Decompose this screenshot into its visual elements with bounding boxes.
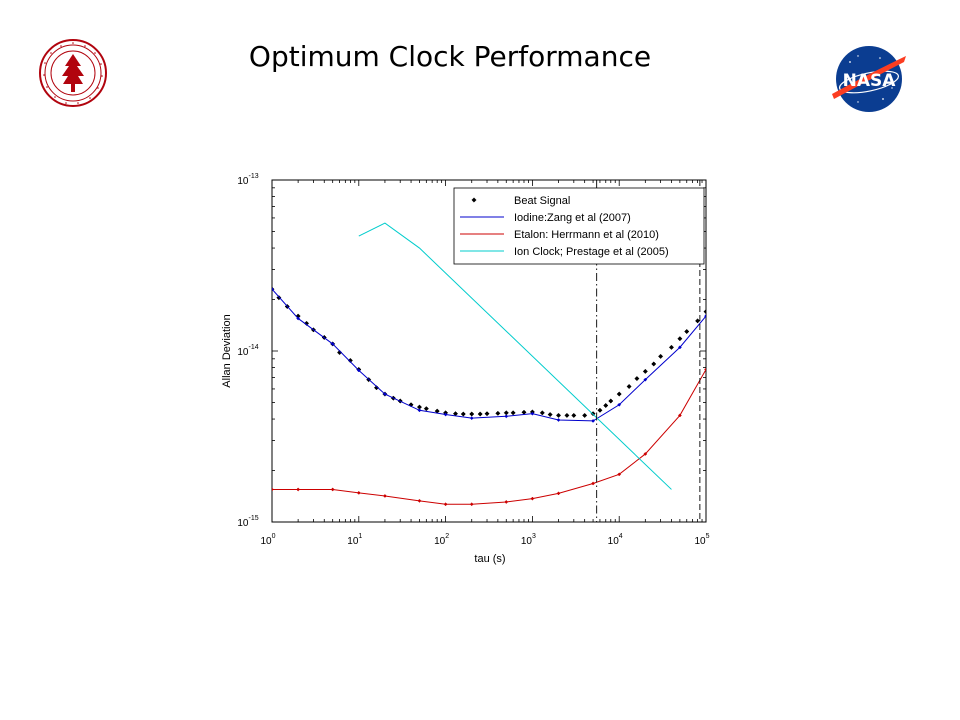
svg-text:NASA: NASA bbox=[843, 71, 897, 91]
data-point bbox=[608, 398, 614, 404]
data-point bbox=[382, 392, 387, 397]
data-point bbox=[555, 412, 562, 418]
data-point bbox=[356, 490, 361, 495]
data-point bbox=[582, 412, 588, 418]
x-tick-label: 105 bbox=[694, 533, 709, 547]
data-point bbox=[504, 414, 509, 419]
y-tick-label: 10-14 bbox=[237, 344, 258, 358]
data-point bbox=[296, 487, 301, 492]
data-point bbox=[617, 402, 622, 407]
series-layer bbox=[272, 222, 706, 507]
data-point bbox=[677, 336, 683, 342]
data-point bbox=[330, 341, 335, 346]
x-tick-label: 103 bbox=[521, 533, 536, 547]
series-0 bbox=[272, 286, 706, 418]
legend-label: Beat Signal bbox=[514, 195, 570, 207]
data-point bbox=[556, 418, 561, 422]
series-1 bbox=[272, 287, 706, 423]
data-point bbox=[677, 413, 682, 418]
data-point bbox=[643, 451, 648, 456]
data-point bbox=[695, 318, 701, 324]
data-point bbox=[417, 498, 422, 503]
data-point bbox=[677, 345, 682, 350]
data-point bbox=[443, 502, 448, 507]
data-point bbox=[571, 412, 577, 418]
data-point bbox=[330, 487, 335, 492]
data-point bbox=[477, 411, 483, 417]
data-point bbox=[495, 410, 501, 416]
data-point bbox=[510, 410, 516, 416]
x-tick-label: 100 bbox=[260, 533, 275, 547]
y-tick-label: 10-13 bbox=[237, 173, 258, 187]
stanford-seal-icon bbox=[39, 39, 107, 107]
data-point bbox=[539, 410, 545, 416]
data-point bbox=[616, 391, 622, 397]
data-point bbox=[423, 406, 429, 412]
data-point bbox=[530, 411, 535, 416]
series-line bbox=[272, 369, 706, 505]
legend-label: Iodine:Zang et al (2007) bbox=[514, 212, 631, 224]
chart-legend: Beat Signal Iodine:Zang et al (2007) Etalo… bbox=[453, 187, 705, 265]
data-point bbox=[484, 411, 490, 417]
data-point bbox=[272, 487, 274, 492]
data-point bbox=[504, 499, 509, 504]
slide-title: Optimum Clock Performance bbox=[248, 40, 652, 73]
data-point bbox=[272, 287, 274, 292]
data-point bbox=[668, 344, 675, 350]
data-point bbox=[417, 408, 422, 413]
data-point bbox=[547, 411, 553, 418]
data-point bbox=[597, 407, 603, 413]
data-point bbox=[564, 412, 570, 418]
series-3 bbox=[358, 222, 672, 490]
data-point bbox=[303, 320, 310, 326]
data-point bbox=[643, 377, 648, 382]
legend-swatch bbox=[471, 197, 477, 203]
data-point bbox=[443, 412, 448, 417]
data-point bbox=[704, 314, 706, 319]
data-point bbox=[591, 481, 596, 486]
data-point bbox=[356, 368, 361, 373]
series-2 bbox=[272, 367, 706, 507]
data-point bbox=[469, 416, 474, 421]
x-axis-title: tau (s) bbox=[474, 553, 505, 565]
series-line bbox=[272, 288, 706, 422]
data-point bbox=[704, 367, 706, 372]
data-point bbox=[373, 385, 380, 391]
data-point bbox=[642, 368, 648, 374]
data-point bbox=[469, 502, 474, 507]
data-point bbox=[591, 418, 596, 423]
data-point bbox=[469, 411, 475, 417]
y-tick-label: 10-15 bbox=[237, 515, 258, 529]
data-point bbox=[503, 410, 509, 416]
nasa-logo-icon: NASA bbox=[832, 46, 906, 112]
x-tick-label: 102 bbox=[434, 533, 449, 547]
data-point bbox=[684, 328, 690, 335]
legend-label: Ion Clock; Prestage et al (2005) bbox=[514, 246, 669, 258]
legend-label: Etalon: Herrmann et al (2010) bbox=[514, 229, 659, 241]
data-point bbox=[460, 411, 466, 417]
data-point bbox=[296, 316, 301, 321]
series-line bbox=[358, 222, 672, 490]
allan-deviation-chart: 100 101 102 103 104 105 10-15 10-14 10-13 tau (s… bbox=[221, 173, 710, 565]
data-point bbox=[626, 383, 632, 390]
data-point bbox=[530, 496, 535, 501]
data-point bbox=[651, 361, 657, 367]
data-point bbox=[634, 376, 640, 382]
data-point bbox=[658, 353, 664, 359]
data-point bbox=[603, 402, 609, 409]
x-tick-label: 104 bbox=[608, 533, 623, 547]
data-point bbox=[703, 309, 706, 315]
data-point bbox=[556, 491, 561, 496]
data-point bbox=[382, 494, 387, 498]
x-tick-label: 101 bbox=[347, 533, 362, 547]
data-point bbox=[617, 472, 622, 477]
y-axis-title: Allan Deviation bbox=[221, 314, 233, 387]
tick-layer: 100 101 102 103 104 105 10-15 10-14 10-13 bbox=[237, 173, 709, 547]
data-point bbox=[521, 409, 527, 415]
